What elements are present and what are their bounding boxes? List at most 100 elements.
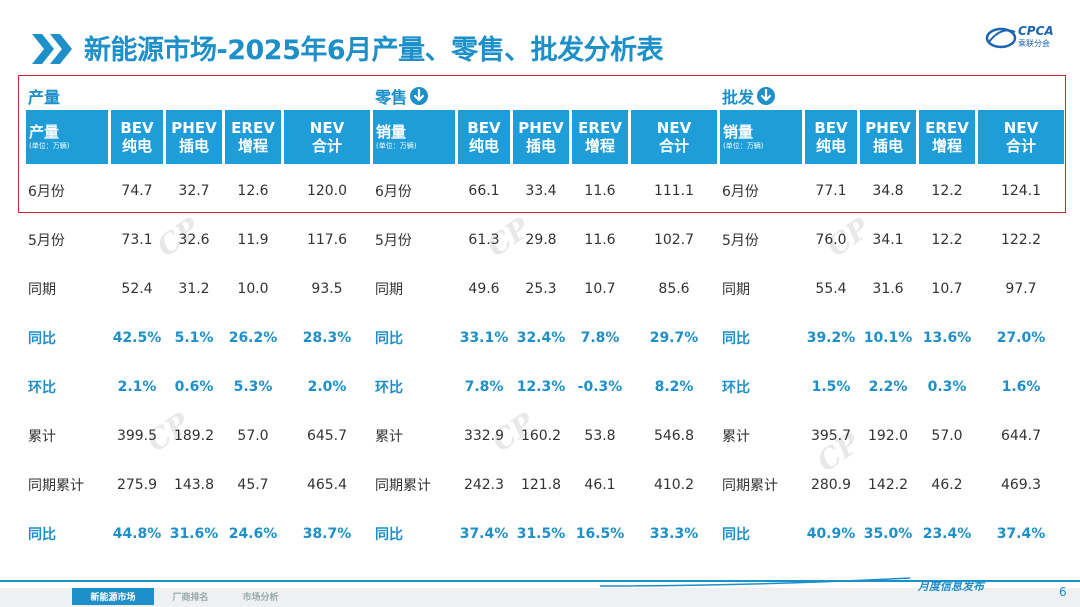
table-cell: 410.2	[653, 477, 695, 493]
row-label: 环比	[375, 380, 403, 396]
header-cell-phev: PHEV 插电	[166, 110, 222, 164]
table-cell: 74.7	[121, 183, 153, 199]
table-cell: 28.3%	[302, 330, 352, 346]
table-cell: 1.6%	[1001, 379, 1041, 395]
header-cell-bev: BEV 纯电	[458, 110, 510, 164]
row-label: 同期	[722, 282, 750, 298]
table-cell: 120.0	[306, 183, 348, 199]
table-cell: 42.5%	[112, 330, 162, 346]
table-row: 同比 33.1% 32.4% 7.8% 29.7%	[373, 314, 718, 362]
table-cell: 122.2	[1000, 232, 1042, 248]
table-row: 同期累计 275.9 143.8 45.7 465.4	[26, 461, 371, 509]
table-cell: 0.6%	[174, 379, 214, 395]
tab-market-analysis[interactable]: 市场分析	[242, 593, 279, 603]
table-cell: 31.6	[872, 281, 904, 297]
table-cell: 23.4%	[922, 526, 972, 542]
header-col-en: PHEV	[171, 119, 217, 137]
table-cell: 34.1	[872, 232, 904, 248]
table-cell: 121.8	[520, 477, 562, 493]
table-cell: 35.0%	[863, 526, 913, 542]
header-cell-label: 产量 (单位：万辆)	[26, 110, 108, 164]
table-cell: 7.8%	[464, 379, 504, 395]
header-col-en: EREV	[925, 119, 969, 137]
logo-name: CPCA	[1018, 24, 1054, 38]
header-unit: (单位：万辆)	[723, 142, 764, 150]
table-cell: 44.8%	[112, 526, 162, 542]
table-row: 同比 44.8% 31.6% 24.6% 38.7%	[26, 510, 371, 558]
header-col-cn: 插电	[178, 137, 209, 155]
table-cell: 39.2%	[806, 330, 856, 346]
header-col-en: BEV	[120, 119, 154, 137]
table-cell: 0.3%	[927, 379, 967, 395]
table-cell: 192.0	[867, 428, 909, 444]
table-row: 5月份 73.1 32.6 11.9 117.6	[26, 216, 371, 264]
table-row: 同期 52.4 31.2 10.0 93.5	[26, 265, 371, 313]
table-cell: 33.4	[525, 183, 557, 199]
table-row: 同期累计 242.3 121.8 46.1 410.2	[373, 461, 718, 509]
table-cell: 111.1	[653, 183, 695, 199]
header-col-cn: 合计	[658, 137, 689, 155]
table-cell: 57.0	[237, 428, 269, 444]
table-cell: 45.7	[237, 477, 269, 493]
section-title-label: 产量	[28, 88, 61, 107]
table-cell: 102.7	[653, 232, 695, 248]
header-col-en: NEV	[656, 119, 692, 137]
header-col-cn: 纯电	[815, 137, 846, 155]
header-cell-erev: EREV 增程	[919, 110, 975, 164]
table-cell: 16.5%	[575, 526, 625, 542]
table-cell: 73.1	[121, 232, 153, 248]
row-label: 6月份	[28, 184, 65, 200]
highlight-box	[18, 75, 1066, 213]
table-cell: 645.7	[306, 428, 348, 444]
table-cell: 2.1%	[117, 379, 157, 395]
table-cell: 33.3%	[649, 526, 699, 542]
table-cell: 1.5%	[811, 379, 851, 395]
table-cell: 26.2%	[228, 330, 278, 346]
table-cell: 2.0%	[307, 379, 347, 395]
header-first-label: 销量	[723, 123, 754, 141]
table-row: 同比 40.9% 35.0% 23.4% 37.4%	[720, 510, 1065, 558]
row-label: 同比	[375, 527, 403, 543]
table-row: 6月份 74.7 32.7 12.6 120.0	[26, 167, 371, 215]
table-cell: 11.6	[584, 183, 616, 199]
section-title-retail: 零售	[375, 84, 429, 108]
table-cell: 644.7	[1000, 428, 1042, 444]
page-number: 6	[1059, 585, 1067, 599]
header-first-label: 产量	[29, 123, 60, 141]
cpca-logo-icon	[985, 27, 1017, 49]
table-cell: 57.0	[931, 428, 963, 444]
table-cell: 97.7	[1005, 281, 1037, 297]
table-cell: 10.7	[584, 281, 616, 297]
table-cell: 85.6	[658, 281, 690, 297]
header-col-en: NEV	[309, 119, 345, 137]
table-cell: 546.8	[653, 428, 695, 444]
table-cell: 46.1	[584, 477, 616, 493]
table-cell: 11.6	[584, 232, 616, 248]
tab-new-energy-market[interactable]: 新能源市场	[72, 588, 154, 605]
table-cell: 49.6	[468, 281, 500, 297]
table-cell: 11.9	[237, 232, 269, 248]
row-label: 累计	[722, 429, 750, 445]
table-cell: 5.3%	[233, 379, 273, 395]
header-cell-erev: EREV 增程	[572, 110, 628, 164]
table-cell: 399.5	[116, 428, 158, 444]
table-cell: 32.6	[178, 232, 210, 248]
header-first-label: 销量	[376, 123, 407, 141]
table-row: 5月份 76.0 34.1 12.2 122.2	[720, 216, 1065, 264]
header-cell-label: 销量 (单位：万辆)	[720, 110, 802, 164]
row-label: 同比	[722, 331, 750, 347]
header-col-en: BEV	[814, 119, 848, 137]
footer-caption: 月度信息发布	[918, 580, 984, 593]
section-title-wholesale: 批发	[722, 84, 776, 108]
row-label: 累计	[375, 429, 403, 445]
table-cell: 76.0	[815, 232, 847, 248]
table-cell: 242.3	[463, 477, 505, 493]
header-cell-nev: NEV 合计	[978, 110, 1064, 164]
table-cell: 77.1	[815, 183, 847, 199]
table-cell: 124.1	[1000, 183, 1042, 199]
table-cell: 12.3%	[516, 379, 566, 395]
table-cell: 31.6%	[169, 526, 219, 542]
row-label: 同期累计	[722, 478, 778, 494]
header-col-en: BEV	[467, 119, 501, 137]
tab-manufacturer-ranking[interactable]: 厂商排名	[172, 593, 209, 603]
